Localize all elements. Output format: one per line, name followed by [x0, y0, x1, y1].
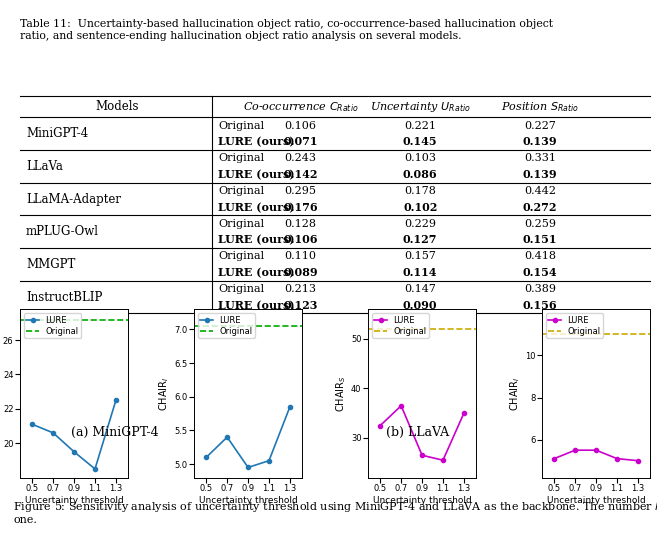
Text: Figure 5: Sensitivity analysis of uncertainty threshold using MiniGPT-4 and LLaV: Figure 5: Sensitivity analysis of uncert… [13, 500, 657, 525]
Text: Position $S_{Ratio}$: Position $S_{Ratio}$ [501, 100, 579, 114]
Text: 0.114: 0.114 [403, 267, 438, 278]
Text: 0.147: 0.147 [404, 284, 436, 294]
Text: 0.229: 0.229 [404, 219, 436, 229]
Text: 0.102: 0.102 [403, 202, 438, 213]
Text: 0.089: 0.089 [283, 267, 318, 278]
Text: 0.227: 0.227 [524, 120, 556, 130]
Text: 0.221: 0.221 [404, 120, 436, 130]
Text: Uncertainty $U_{Ratio}$: Uncertainty $U_{Ratio}$ [370, 100, 470, 114]
Text: mPLUG-Owl: mPLUG-Owl [26, 225, 99, 238]
Text: 0.156: 0.156 [523, 300, 557, 311]
Legend: LURE, Original: LURE, Original [372, 314, 429, 338]
Text: MiniGPT-4: MiniGPT-4 [26, 127, 88, 140]
Legend: LURE, Original: LURE, Original [198, 314, 255, 338]
Text: 0.071: 0.071 [283, 137, 317, 148]
Text: LURE (ours): LURE (ours) [218, 300, 295, 311]
Text: 0.128: 0.128 [284, 219, 317, 229]
Text: 0.331: 0.331 [524, 153, 556, 163]
Y-axis label: CHAIR$_I$: CHAIR$_I$ [509, 376, 522, 411]
Text: 0.154: 0.154 [523, 267, 557, 278]
Legend: LURE, Original: LURE, Original [24, 314, 81, 338]
Text: 0.110: 0.110 [284, 251, 317, 261]
Legend: LURE, Original: LURE, Original [546, 314, 603, 338]
Text: (a) MiniGPT-4: (a) MiniGPT-4 [71, 426, 159, 438]
Text: LURE (ours): LURE (ours) [218, 234, 295, 245]
Text: 0.090: 0.090 [403, 300, 438, 311]
Text: Original: Original [218, 219, 265, 229]
Text: 0.139: 0.139 [523, 169, 557, 180]
Text: 0.157: 0.157 [404, 251, 436, 261]
Text: LLaVa: LLaVa [26, 160, 63, 173]
Text: 0.243: 0.243 [284, 153, 317, 163]
Text: 0.213: 0.213 [284, 284, 317, 294]
Text: Original: Original [218, 251, 265, 261]
X-axis label: Uncertainty threshold: Uncertainty threshold [547, 496, 645, 504]
Text: LURE (ours): LURE (ours) [218, 267, 295, 278]
Text: Original: Original [218, 120, 265, 130]
Text: MMGPT: MMGPT [26, 258, 76, 271]
Text: LLaMA-Adapter: LLaMA-Adapter [26, 193, 121, 206]
Text: 0.106: 0.106 [283, 234, 317, 245]
Text: 0.145: 0.145 [403, 137, 438, 148]
Text: 0.178: 0.178 [404, 186, 436, 196]
X-axis label: Uncertainty threshold: Uncertainty threshold [373, 496, 472, 504]
Text: 0.139: 0.139 [523, 137, 557, 148]
Text: LURE (ours): LURE (ours) [218, 169, 295, 180]
Text: Co-occurrence $C_{Ratio}$: Co-occurrence $C_{Ratio}$ [242, 100, 358, 114]
Text: 0.176: 0.176 [283, 202, 318, 213]
Text: 0.142: 0.142 [283, 169, 317, 180]
Text: 0.442: 0.442 [524, 186, 556, 196]
Text: LURE (ours): LURE (ours) [218, 137, 295, 148]
Text: 0.127: 0.127 [403, 234, 438, 245]
Text: (b) LLaVA: (b) LLaVA [386, 426, 449, 438]
X-axis label: Uncertainty threshold: Uncertainty threshold [198, 496, 298, 504]
Text: LURE (ours): LURE (ours) [218, 202, 295, 213]
Text: 0.086: 0.086 [403, 169, 438, 180]
Text: Original: Original [218, 284, 265, 294]
Text: 0.418: 0.418 [524, 251, 556, 261]
Text: 0.389: 0.389 [524, 284, 556, 294]
Text: 0.123: 0.123 [283, 300, 317, 311]
Text: InstructBLIP: InstructBLIP [26, 291, 102, 304]
Text: 0.272: 0.272 [523, 202, 557, 213]
Text: 0.103: 0.103 [404, 153, 436, 163]
Y-axis label: CHAIR$_S$: CHAIR$_S$ [334, 375, 348, 412]
Y-axis label: CHAIR$_I$: CHAIR$_I$ [158, 376, 171, 411]
Text: 0.151: 0.151 [523, 234, 557, 245]
Text: 0.295: 0.295 [284, 186, 317, 196]
Text: Models: Models [96, 100, 139, 113]
Text: Table 11:  Uncertainty-based hallucination object ratio, co-occurrence-based hal: Table 11: Uncertainty-based hallucinatio… [20, 19, 553, 41]
Text: 0.106: 0.106 [284, 120, 317, 130]
Text: Original: Original [218, 153, 265, 163]
X-axis label: Uncertainty threshold: Uncertainty threshold [25, 496, 124, 504]
Text: Original: Original [218, 186, 265, 196]
Text: 0.259: 0.259 [524, 219, 556, 229]
